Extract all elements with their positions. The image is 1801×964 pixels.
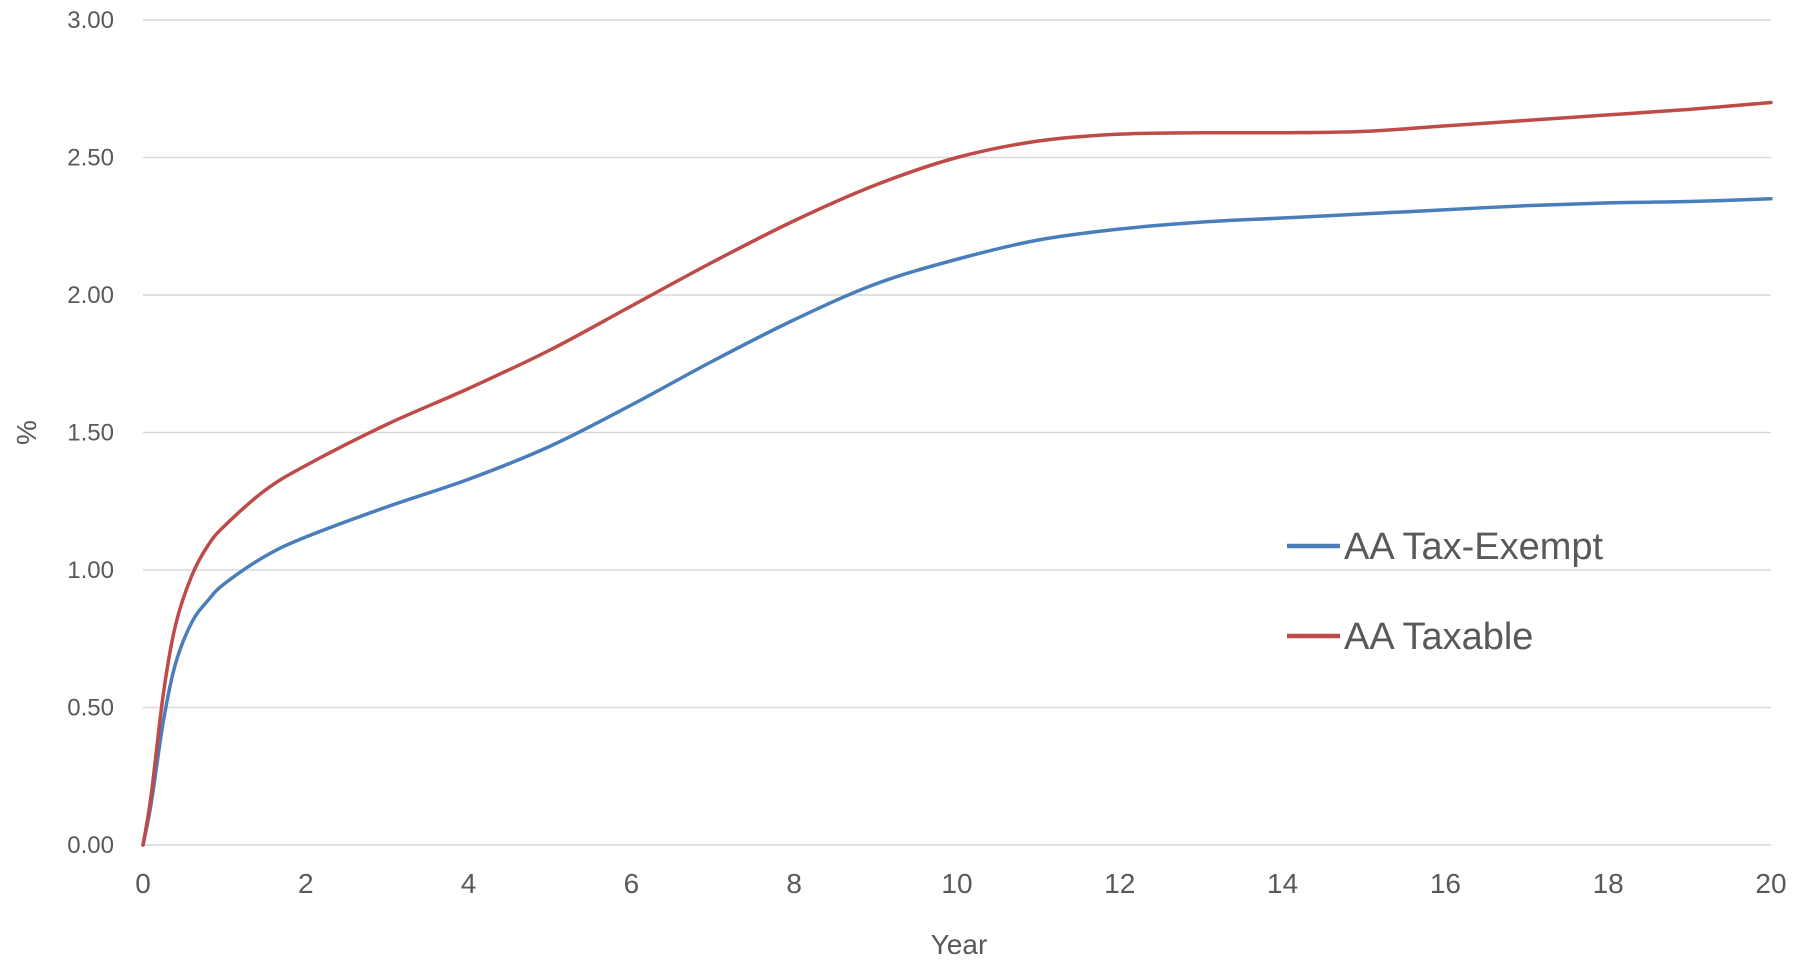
y-tick-label: 0.50 (67, 695, 114, 722)
legend-label: AA Taxable (1344, 616, 1533, 658)
legend: AA Tax-Exempt AA Taxable (1287, 526, 1604, 658)
x-tick-label: 0 (135, 868, 151, 899)
series-lines (143, 103, 1771, 846)
y-axis-tick-labels: 0.00 0.50 1.00 1.50 2.00 2.50 3.00 (67, 7, 114, 859)
x-tick-label: 4 (461, 868, 477, 899)
x-tick-label: 6 (624, 868, 640, 899)
x-tick-label: 8 (786, 868, 802, 899)
x-axis-tick-labels: 0 2 4 6 8 10 12 14 16 18 20 (135, 868, 1786, 899)
y-tick-label: 1.00 (67, 557, 114, 584)
y-tick-label: 0.00 (67, 832, 114, 859)
x-tick-label: 20 (1755, 868, 1786, 899)
y-tick-label: 3.00 (67, 7, 114, 34)
x-tick-label: 10 (941, 868, 972, 899)
x-tick-label: 2 (298, 868, 314, 899)
x-tick-label: 18 (1593, 868, 1624, 899)
legend-label: AA Tax-Exempt (1344, 526, 1604, 568)
x-tick-label: 12 (1104, 868, 1135, 899)
y-tick-label: 2.50 (67, 145, 114, 172)
series-line-aa-taxable (143, 103, 1771, 846)
y-axis-title: % (11, 420, 42, 445)
x-tick-label: 16 (1430, 868, 1461, 899)
x-tick-label: 14 (1267, 868, 1298, 899)
gridlines (143, 20, 1771, 845)
x-axis-title: Year (931, 929, 988, 959)
y-tick-label: 2.00 (67, 282, 114, 309)
y-tick-label: 1.50 (67, 420, 114, 447)
